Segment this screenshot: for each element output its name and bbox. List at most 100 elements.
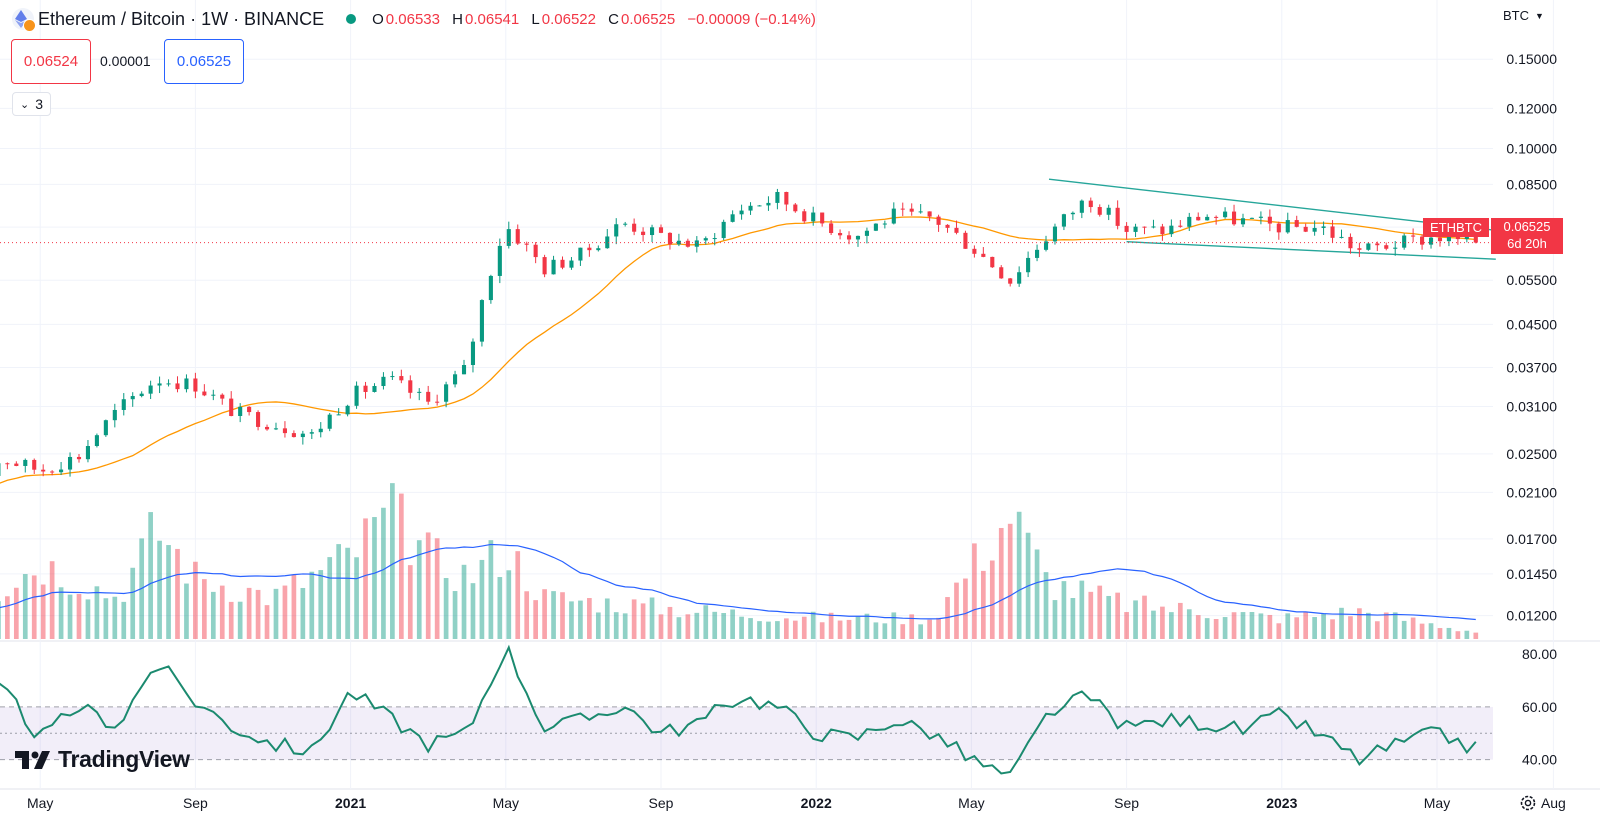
price-tick-label: 0.01700 (1506, 531, 1557, 547)
volume-bar (1007, 523, 1013, 639)
candle-body (551, 259, 556, 275)
candle-body (1097, 207, 1102, 215)
market-status-icon[interactable] (346, 14, 357, 24)
sell-button[interactable]: 0.06524 (11, 39, 91, 84)
up-candle (1026, 251, 1031, 278)
volume-bar (488, 540, 494, 639)
candle-body (954, 227, 959, 233)
symbol-logo-icon (12, 8, 36, 32)
down-candle (846, 231, 852, 245)
gear-icon[interactable] (1518, 793, 1538, 813)
candle-body (1160, 226, 1165, 235)
candle-body (578, 247, 583, 261)
candle-body (1070, 212, 1075, 215)
symbol-title[interactable]: Ethereum / Bitcoin · 1W · BINANCE (38, 8, 325, 29)
candle-body (336, 414, 341, 416)
volume-ma-line (0, 543, 1476, 621)
price-axis[interactable]: 0.150000.120000.100000.085000.070000.055… (1506, 51, 1557, 623)
volume-bar (569, 601, 574, 639)
candle-body (1240, 218, 1246, 225)
volume-bar (1294, 617, 1300, 639)
volume-bar (980, 570, 986, 639)
time-axis[interactable]: MaySep2021MaySep2022MaySep2023MayAug2024 (27, 795, 1600, 811)
volume-bar (837, 620, 843, 639)
up-candle (121, 393, 126, 416)
up-candle (157, 376, 162, 394)
volume-bar (1070, 598, 1076, 639)
candle-body (479, 300, 484, 342)
down-candle (963, 230, 968, 249)
volume-bar (40, 584, 46, 639)
candle-body (1223, 211, 1228, 218)
candle-body (229, 398, 234, 417)
down-candle (658, 224, 664, 234)
down-candle (1097, 204, 1102, 217)
down-candle (193, 372, 198, 399)
up-candle (1052, 223, 1058, 245)
up-candle (273, 422, 279, 431)
volume-bar (372, 517, 377, 639)
volume-bar (828, 612, 834, 639)
volume-bar (1177, 602, 1183, 639)
up-candle (703, 236, 708, 245)
buy-button[interactable]: 0.06525 (164, 39, 244, 84)
volume-bar (846, 619, 852, 639)
volume-bar (533, 600, 538, 639)
up-candle (739, 204, 744, 220)
down-candle (802, 208, 807, 224)
volume-bar (67, 594, 73, 639)
trend-channel[interactable] (1048, 178, 1496, 260)
down-candle (667, 232, 673, 250)
volume-bar (1464, 630, 1470, 639)
tradingview-logo[interactable]: TradingView (15, 746, 190, 773)
volume-bar (1034, 549, 1040, 639)
up-candle (488, 274, 493, 304)
price-tick-label: 0.02100 (1506, 484, 1557, 500)
low-label: L (531, 10, 540, 28)
up-candle (309, 429, 314, 440)
down-candle (1124, 222, 1129, 240)
candle-body (426, 391, 431, 402)
up-candle (1249, 217, 1255, 219)
candle-body (112, 409, 117, 421)
volume-bar (49, 561, 55, 639)
candle-body (1321, 226, 1326, 228)
candle-body (560, 259, 565, 268)
candle-body (1169, 225, 1174, 235)
volume-bar (1052, 600, 1058, 639)
volume-bar (963, 578, 968, 639)
volume-bar (873, 622, 879, 639)
indicators-toggle-button[interactable]: ⌄ 3 (12, 92, 51, 116)
up-candle (59, 461, 64, 476)
up-candle (766, 196, 771, 211)
candle-body (533, 244, 538, 258)
candle-body (1187, 216, 1192, 227)
candle-body (882, 223, 887, 225)
candle-body (864, 230, 869, 236)
down-candle (291, 430, 296, 438)
price-tick-label: 0.05500 (1506, 272, 1557, 288)
candle-body (1008, 278, 1013, 284)
candle-body (632, 223, 637, 232)
down-candle (1384, 242, 1389, 251)
currency-selector[interactable]: BTC ▼ (1503, 8, 1544, 23)
up-candle (1106, 204, 1111, 221)
up-candle (775, 188, 780, 210)
candle-body (381, 376, 386, 387)
rsi-axis[interactable]: 80.00 60.00 40.00 (1522, 646, 1557, 767)
volume-bar (85, 599, 91, 639)
candle-body (444, 384, 449, 402)
candle-body (757, 205, 762, 207)
up-candle (1223, 207, 1228, 219)
up-candle (318, 422, 323, 438)
down-candle (1330, 220, 1335, 243)
candle-body (1285, 220, 1290, 233)
down-candle (202, 384, 207, 397)
volume-bar (22, 574, 28, 639)
candle-body (1196, 216, 1201, 221)
last-price-label: 0.06525 6d 20h (1491, 218, 1563, 254)
down-candle (282, 421, 287, 438)
symbol-price-label: ETHBTC (1423, 218, 1489, 237)
down-candle (1214, 215, 1219, 225)
